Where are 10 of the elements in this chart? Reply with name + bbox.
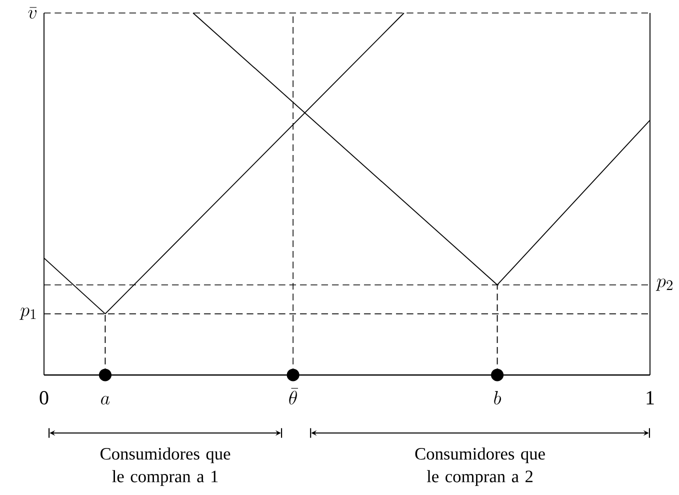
text: Consumidores que le compran a 2 (415, 447, 545, 486)
annotation: $\bar{\theta}$ (289, 388, 298, 405)
annotation: $b$ (494, 391, 502, 405)
text: Consumidores que le compran a 1 (100, 447, 230, 486)
x-tick-label: 1 (646, 391, 654, 404)
x-tick-label: 0 (40, 391, 48, 405)
ref-line-label: $\bar{v}$ (28, 7, 37, 19)
ref-line-label: $p_2$ (656, 278, 672, 291)
annotation: $a$ (101, 396, 110, 405)
ref-line-label: $p_1$ (20, 308, 36, 320)
